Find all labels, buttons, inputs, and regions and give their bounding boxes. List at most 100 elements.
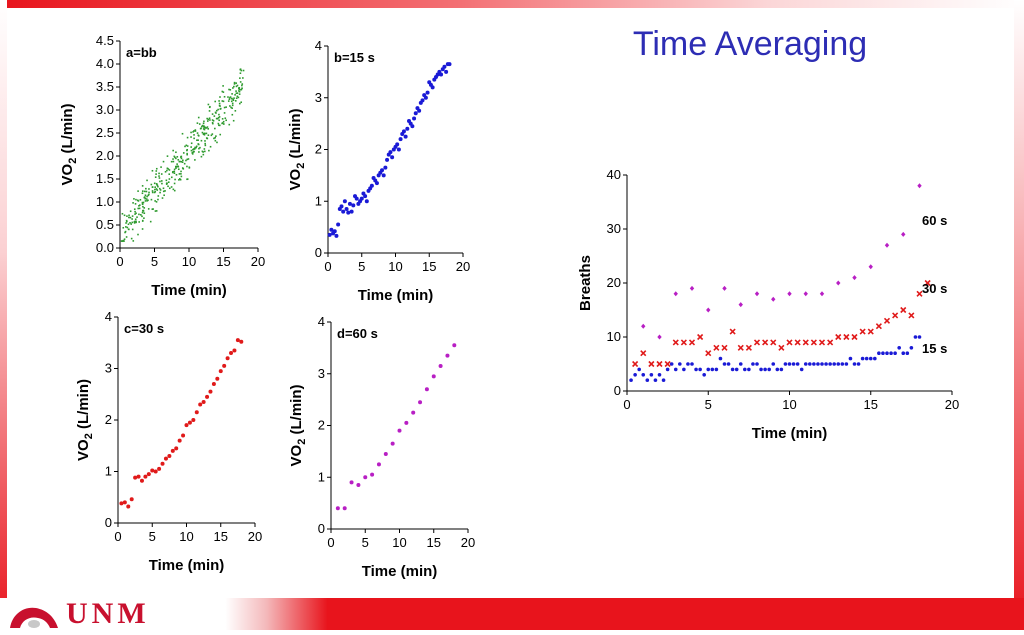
panel-label: c=30 s	[124, 321, 164, 336]
data-point	[167, 168, 170, 170]
data-point	[213, 137, 215, 140]
data-point	[827, 339, 834, 346]
data-point	[128, 214, 130, 217]
data-point	[168, 169, 171, 171]
data-point	[452, 343, 457, 348]
data-point	[164, 190, 166, 192]
data-point	[755, 362, 759, 366]
data-point	[197, 116, 200, 119]
data-point	[167, 454, 172, 459]
data-point	[718, 356, 723, 361]
data-point	[190, 131, 192, 134]
data-point	[188, 166, 191, 169]
data-point	[729, 328, 736, 335]
data-point	[641, 323, 646, 329]
data-point	[390, 441, 395, 446]
data-point	[130, 223, 133, 225]
data-point	[405, 126, 410, 131]
left-accent-stripe	[0, 0, 7, 630]
data-point	[194, 146, 196, 149]
data-point	[124, 231, 126, 234]
data-point	[209, 145, 212, 148]
data-point	[648, 360, 655, 368]
y-axis-label: VO2 (L/min)	[59, 104, 79, 186]
data-point	[229, 96, 231, 99]
data-point	[232, 87, 234, 89]
data-point	[228, 98, 231, 101]
data-point	[673, 367, 678, 372]
x-axis-label: Time (min)	[151, 282, 227, 299]
data-point	[812, 362, 816, 366]
data-point	[351, 203, 356, 208]
data-point	[173, 189, 176, 192]
data-point	[229, 105, 231, 107]
data-point	[726, 362, 731, 366]
data-point	[161, 182, 163, 185]
data-point	[223, 106, 226, 109]
data-point	[190, 146, 192, 148]
data-point	[230, 100, 233, 103]
data-point	[680, 339, 687, 346]
data-point	[198, 123, 201, 125]
panel-label: a=bb	[126, 45, 157, 60]
data-point	[155, 188, 158, 190]
data-point	[212, 122, 214, 125]
data-point	[214, 127, 216, 130]
data-point	[836, 362, 841, 366]
data-point	[682, 367, 686, 372]
y-tick-label: 0	[614, 383, 621, 398]
data-point	[170, 186, 173, 188]
data-point	[234, 100, 237, 102]
data-point	[122, 240, 124, 242]
data-point	[159, 180, 161, 183]
data-point	[172, 149, 174, 152]
data-point	[216, 117, 219, 120]
data-point	[136, 474, 141, 479]
data-point	[160, 180, 163, 182]
data-point	[799, 367, 804, 372]
data-point	[221, 122, 224, 124]
data-point	[381, 173, 386, 178]
data-point	[208, 149, 210, 152]
x-tick-label: 20	[945, 397, 959, 412]
data-point	[836, 280, 841, 286]
data-point	[210, 134, 213, 137]
data-point	[917, 335, 922, 339]
data-point	[216, 141, 218, 144]
data-point	[218, 113, 220, 116]
data-point	[168, 173, 171, 175]
data-point	[430, 85, 435, 90]
data-point	[151, 169, 154, 172]
data-point	[141, 203, 144, 206]
data-point	[835, 333, 842, 341]
data-point	[204, 142, 206, 145]
data-point	[883, 317, 891, 324]
data-point	[198, 151, 200, 153]
data-point	[232, 119, 235, 122]
data-point	[653, 378, 658, 383]
data-point	[233, 97, 235, 99]
data-point	[370, 472, 375, 477]
data-point	[155, 201, 158, 203]
data-point	[410, 124, 415, 129]
x-tick-label: 5	[151, 254, 158, 269]
data-point	[185, 144, 188, 147]
data-point	[722, 285, 727, 291]
data-point	[783, 362, 788, 366]
data-point	[177, 168, 180, 171]
data-point	[137, 207, 140, 210]
data-point	[234, 110, 237, 112]
data-point	[192, 131, 194, 133]
data-point	[234, 94, 236, 96]
data-point	[163, 194, 165, 197]
data-point	[205, 137, 208, 139]
data-point	[209, 119, 211, 121]
data-point	[697, 333, 704, 341]
data-point	[191, 418, 196, 422]
data-point	[151, 191, 154, 194]
data-point	[657, 334, 662, 340]
data-point	[142, 209, 145, 212]
data-point	[901, 351, 906, 356]
data-point	[135, 198, 137, 201]
data-point	[238, 90, 240, 92]
